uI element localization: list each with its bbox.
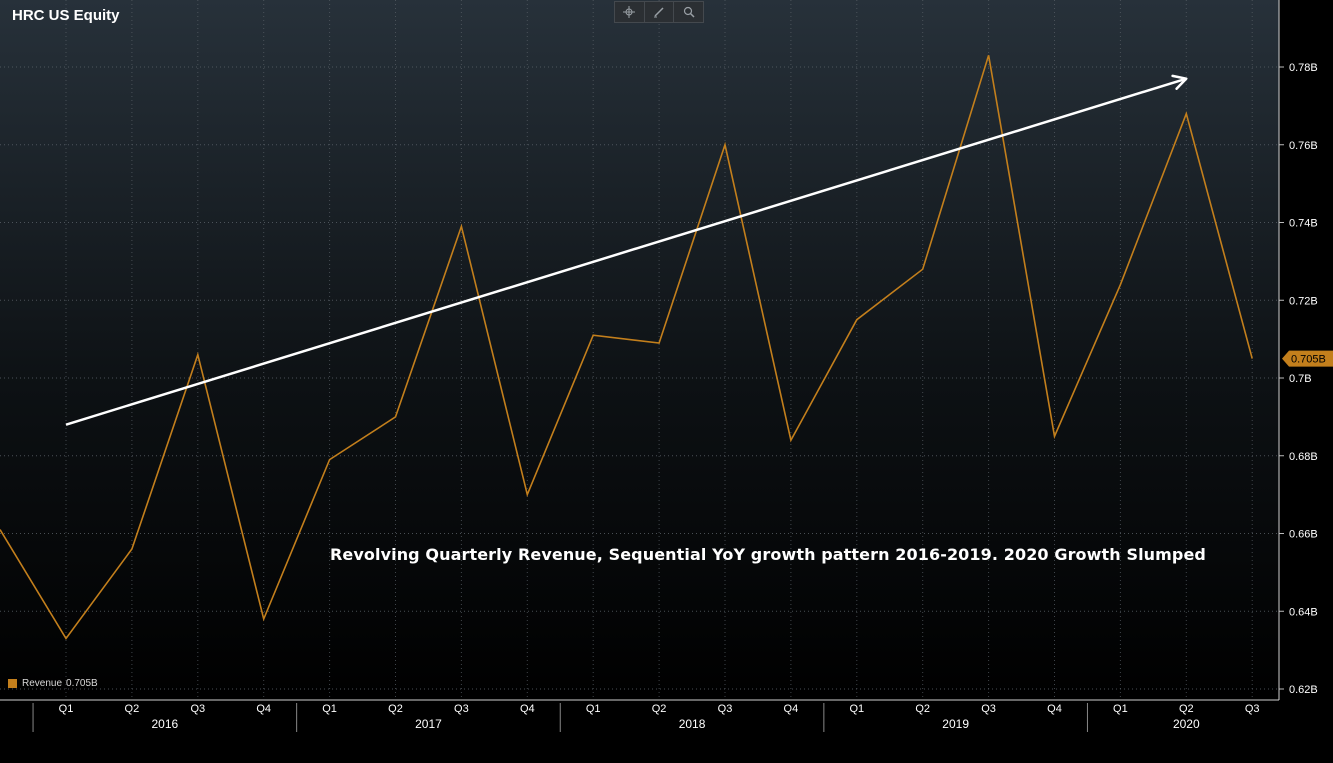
zoom-button[interactable] <box>674 2 703 22</box>
trend-layer <box>65 74 1188 426</box>
x-tick-label: Q4 <box>784 703 799 715</box>
y-tick-label: 0.66B <box>1289 529 1318 541</box>
y-tick-label: 0.64B <box>1289 606 1318 618</box>
x-tick-label: Q2 <box>388 703 403 715</box>
x-tick-label: Q3 <box>718 703 733 715</box>
legend-value: 0.705B <box>66 678 98 689</box>
x-tick-label: Q3 <box>1245 703 1260 715</box>
x-tick-label: Q3 <box>981 703 996 715</box>
trend-arrow-head <box>1171 74 1188 90</box>
crosshair-button[interactable] <box>615 2 645 22</box>
x-tick-label: Q1 <box>1113 703 1128 715</box>
x-tick-label: Q3 <box>190 703 205 715</box>
last-value-label: 0.705B <box>1291 354 1326 366</box>
y-tick-label: 0.76B <box>1289 140 1318 152</box>
chart-toolbar <box>614 1 704 23</box>
y-tick-label: 0.7B <box>1289 373 1312 385</box>
last-value-marker <box>1282 350 1333 367</box>
x-tick-label: Q1 <box>322 703 337 715</box>
draw-button[interactable] <box>645 2 675 22</box>
zoom-icon <box>683 6 695 18</box>
x-tick-label: Q1 <box>586 703 601 715</box>
series-layer <box>0 55 1253 640</box>
x-tick-label: Q2 <box>652 703 667 715</box>
year-label: 2019 <box>942 717 969 731</box>
plot-background <box>0 0 1279 700</box>
chart-annotation: Revolving Quarterly Revenue, Sequential … <box>330 545 1206 564</box>
legend: Revenue 0.705B <box>8 678 98 689</box>
x-tick-label: Q1 <box>849 703 864 715</box>
y-tick-label: 0.68B <box>1289 451 1318 463</box>
x-tick-label: Q4 <box>520 703 535 715</box>
x-tick-label: Q2 <box>1179 703 1194 715</box>
year-label: 2018 <box>679 717 706 731</box>
y-tick-label: 0.72B <box>1289 295 1318 307</box>
x-tick-label: Q2 <box>915 703 930 715</box>
trend-arrow-line <box>65 77 1187 426</box>
x-tick-label: Q4 <box>1047 703 1062 715</box>
revenue-line <box>0 55 1253 640</box>
chart-title: HRC US Equity <box>12 7 120 24</box>
x-tick-label: Q3 <box>454 703 469 715</box>
year-label: 2020 <box>1173 717 1200 731</box>
year-label: 2017 <box>415 717 442 731</box>
legend-swatch <box>8 679 17 688</box>
x-tick-label: Q1 <box>59 703 74 715</box>
x-tick-label: Q4 <box>256 703 271 715</box>
legend-label: Revenue <box>22 678 63 689</box>
x-tick-label: Q2 <box>125 703 140 715</box>
pencil-icon <box>654 7 664 18</box>
y-tick-label: 0.62B <box>1289 684 1318 696</box>
axes: 0.62B 0.64B 0.66B 0.68B 0.7B 0.72B 0.74B 0.76B 0… <box>0 0 1333 732</box>
crosshair-icon <box>623 6 636 18</box>
y-tick-label: 0.78B <box>1289 62 1318 74</box>
year-label: 2016 <box>151 717 178 731</box>
y-tick-label: 0.74B <box>1289 218 1318 230</box>
